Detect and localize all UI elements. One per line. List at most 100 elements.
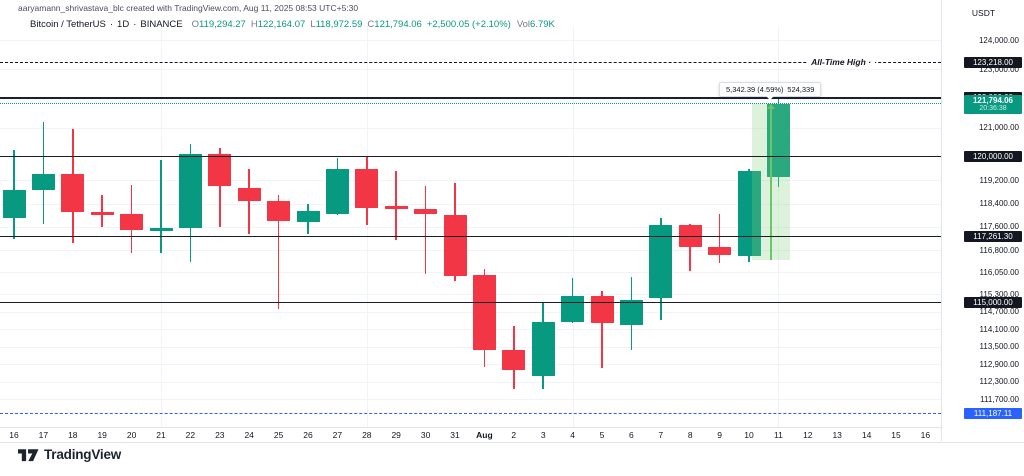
gridline-vertical [778, 26, 780, 427]
time-tick-label: 16 [9, 430, 19, 440]
candle-body[interactable] [443, 215, 467, 277]
volume-value: 6.79K [530, 19, 555, 30]
price-line[interactable] [0, 235, 941, 238]
time-tick-label: Aug [476, 430, 493, 440]
time-tick-label: 15 [891, 430, 901, 440]
time-tick-label: 12 [803, 430, 813, 440]
ohlc-value: L118,972.59 [310, 19, 363, 30]
exchange-label: BINANCE [140, 19, 183, 30]
candle-body[interactable] [531, 321, 555, 376]
candle-body[interactable] [355, 168, 379, 208]
attribution-text: aaryamann_shrivastava_blc created with T… [18, 3, 359, 13]
candle-body[interactable] [502, 349, 526, 370]
candle-body[interactable] [414, 209, 438, 214]
gridline-horizontal [0, 40, 941, 41]
candle-body[interactable] [149, 228, 173, 232]
ohlc-readout: O119,294.27 H122,164.07 L118,972.59 C121,79… [187, 19, 422, 30]
candle-body[interactable] [766, 104, 790, 178]
candle-body[interactable] [267, 200, 291, 221]
candle-body[interactable] [384, 206, 408, 210]
gridline-vertical [366, 26, 368, 427]
tooltip-caret [766, 96, 775, 101]
price-line[interactable] [0, 413, 941, 415]
candle-body[interactable] [737, 171, 761, 257]
interval-label[interactable]: 1D [117, 19, 130, 30]
candle-wick [718, 213, 721, 264]
current-price-value: 121,794.06 [972, 95, 1014, 105]
price-line-badge: 117,261.30 [964, 230, 1022, 242]
time-tick-label: 29 [391, 430, 401, 440]
candle-wick [601, 291, 603, 369]
symbol-title[interactable]: Bitcoin / TetherUS [30, 19, 106, 30]
gridline-horizontal [0, 329, 941, 331]
candle-body[interactable] [90, 212, 114, 216]
candle-body[interactable] [708, 247, 732, 255]
candle-body[interactable] [31, 174, 55, 191]
time-tick-label: 20 [126, 430, 137, 440]
time-tick-label: 19 [97, 430, 107, 440]
time-tick-label: 18 [68, 430, 78, 440]
chart-pane[interactable]: 5,342.39 (4.59%) 524,339 All-Time High · [0, 0, 941, 427]
price-tick-label: 119,200.00 [979, 175, 1019, 185]
price-tick-label: 116,050.00 [979, 267, 1019, 277]
candle-body[interactable] [649, 225, 673, 299]
time-tick-label: 21 [156, 430, 166, 440]
time-tick-label: 8 [687, 430, 693, 440]
price-line[interactable] [0, 97, 941, 99]
price-line-badge: 115,000.00 [964, 296, 1022, 308]
gridline-vertical [572, 26, 574, 427]
time-tick-label: 27 [332, 430, 343, 440]
candle-body[interactable] [61, 174, 85, 213]
time-tick-label: 2 [511, 430, 517, 440]
time-tick-label: 11 [773, 430, 783, 440]
candle-body[interactable] [178, 153, 202, 229]
candle-wick [101, 194, 103, 227]
time-tick-label: 4 [570, 430, 575, 440]
time-tick-label: 5 [599, 430, 605, 440]
candle-body[interactable] [590, 295, 614, 324]
time-tick-label: 14 [861, 430, 872, 440]
gridline-horizontal [0, 272, 941, 274]
ohlc-value: C121,794.06 [367, 19, 422, 30]
price-line[interactable] [0, 301, 941, 304]
candle-body[interactable] [296, 210, 320, 223]
price-tick-label: 112,300.00 [979, 377, 1019, 387]
price-tick-label: 114,700.00 [979, 307, 1019, 317]
tradingview-logo[interactable]: TradingView [18, 446, 121, 462]
price-tick-label: 113,500.00 [979, 342, 1019, 352]
time-tick-label: 17 [38, 430, 49, 440]
time-tick-label: 9 [717, 430, 722, 440]
gridline-horizontal [0, 250, 941, 252]
price-tick-label: 124,000.00 [978, 35, 1019, 45]
candle-body[interactable] [2, 190, 26, 219]
candle-body[interactable] [619, 299, 643, 325]
time-tick-label: 13 [832, 430, 842, 440]
change-readout: +2,500.05 (+2.10%) [426, 19, 511, 30]
candle-body[interactable] [325, 168, 349, 214]
time-axis[interactable]: 16 17 18 19 20 21 22 23 24 25 26 27 28 29 30 31 Aug 2 3 4 5 6… [0, 427, 1024, 443]
price-line[interactable] [0, 155, 941, 158]
time-tick-label: 3 [540, 430, 546, 440]
price-tick-label: 111,700.00 [980, 394, 1019, 404]
candle-wick [689, 224, 691, 271]
price-tick-label: 123,000.00 [978, 64, 1019, 74]
candle-body[interactable] [208, 153, 232, 186]
price-tick-label: 115,300.00 [979, 289, 1019, 299]
candle-wick [219, 148, 221, 227]
measure-vertical-line [770, 109, 772, 261]
tradingview-logo-text: TradingView [44, 446, 122, 462]
volume-label: Vol [516, 19, 531, 30]
price-axis[interactable]: USDT 123,218.00122,000.00120,000.00117,2… [941, 0, 1024, 441]
tradingview-logo-icon [18, 449, 39, 462]
price-tick-label: 117,600.00 [979, 222, 1019, 232]
price-line[interactable] [0, 61, 941, 63]
candle-body[interactable] [237, 187, 261, 201]
candle-body[interactable] [120, 213, 144, 230]
time-tick-label: 25 [273, 430, 284, 440]
time-tick-label: 30 [420, 430, 431, 440]
candle-body[interactable] [561, 295, 585, 322]
gridline-horizontal [0, 226, 941, 228]
candle-body[interactable] [472, 275, 496, 350]
candle-wick [277, 194, 280, 309]
